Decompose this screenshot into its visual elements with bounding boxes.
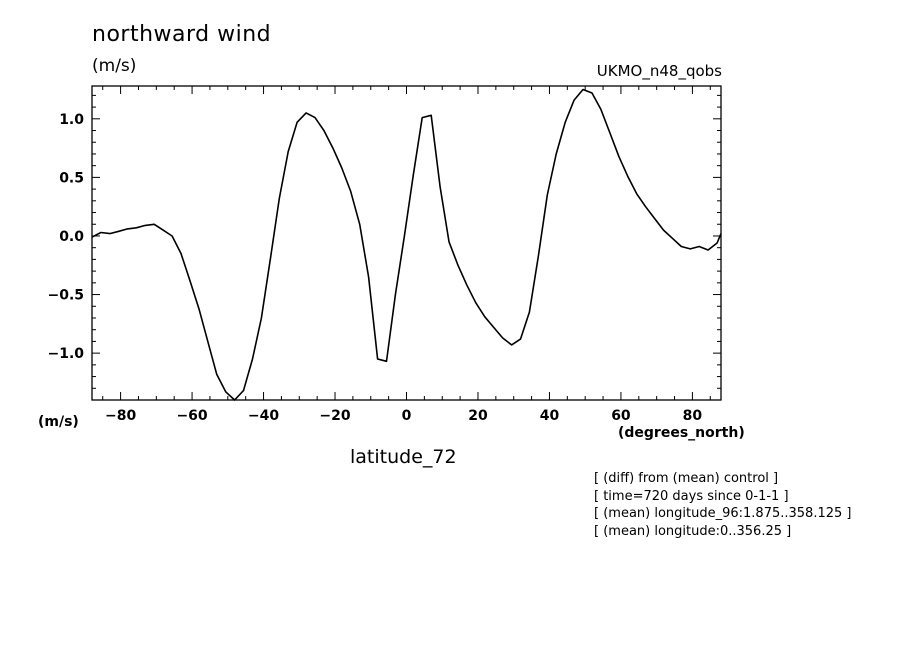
y-axis-label: (m/s) bbox=[38, 414, 79, 430]
y-tick-label: −0.5 bbox=[47, 288, 84, 304]
y-tick-label: −1.0 bbox=[47, 346, 84, 362]
chart-title: northward wind bbox=[92, 22, 272, 47]
dataset-label: UKMO_n48_qobs bbox=[596, 62, 722, 80]
note-line: [ (mean) longitude:0..356.25 ] bbox=[594, 523, 792, 539]
x-tick-label: −80 bbox=[105, 408, 136, 424]
y-tick-label: 0.5 bbox=[59, 170, 84, 186]
note-line: [ time=720 days since 0-1-1 ] bbox=[594, 488, 789, 504]
y-tick-label: 0.0 bbox=[59, 229, 84, 245]
x-tick-label: 60 bbox=[611, 408, 631, 424]
x-tick-label: −40 bbox=[248, 408, 279, 424]
x-tick-label: 0 bbox=[402, 408, 412, 424]
x-axis-label: latitude_72 bbox=[350, 446, 457, 468]
x-tick-label: −60 bbox=[176, 408, 207, 424]
x-tick-label: 20 bbox=[468, 408, 488, 424]
plot-frame bbox=[91, 85, 722, 401]
x-tick-label: −20 bbox=[319, 408, 350, 424]
metadata-notes: [ (diff) from (mean) control ] [ time=72… bbox=[594, 470, 851, 540]
series-line bbox=[91, 88, 722, 401]
y-tick-label: 1.0 bbox=[59, 112, 84, 128]
x-tick-label: 80 bbox=[683, 408, 703, 424]
note-line: [ (diff) from (mean) control ] bbox=[594, 471, 779, 486]
x-tick-label: 40 bbox=[540, 408, 560, 424]
x-axis-units: (degrees_north) bbox=[618, 425, 745, 441]
chart-units: (m/s) bbox=[92, 56, 137, 76]
note-line: [ (mean) longitude_96:1.875..358.125 ] bbox=[594, 506, 852, 521]
